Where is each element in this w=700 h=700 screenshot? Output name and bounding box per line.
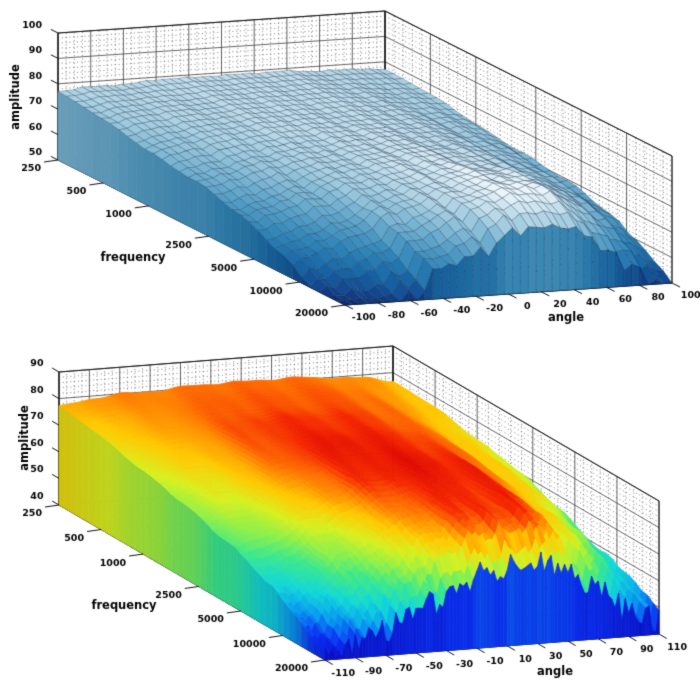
surface-plot-jet bbox=[0, 340, 700, 700]
waterfall-surface-plot-blue bbox=[0, 0, 700, 340]
